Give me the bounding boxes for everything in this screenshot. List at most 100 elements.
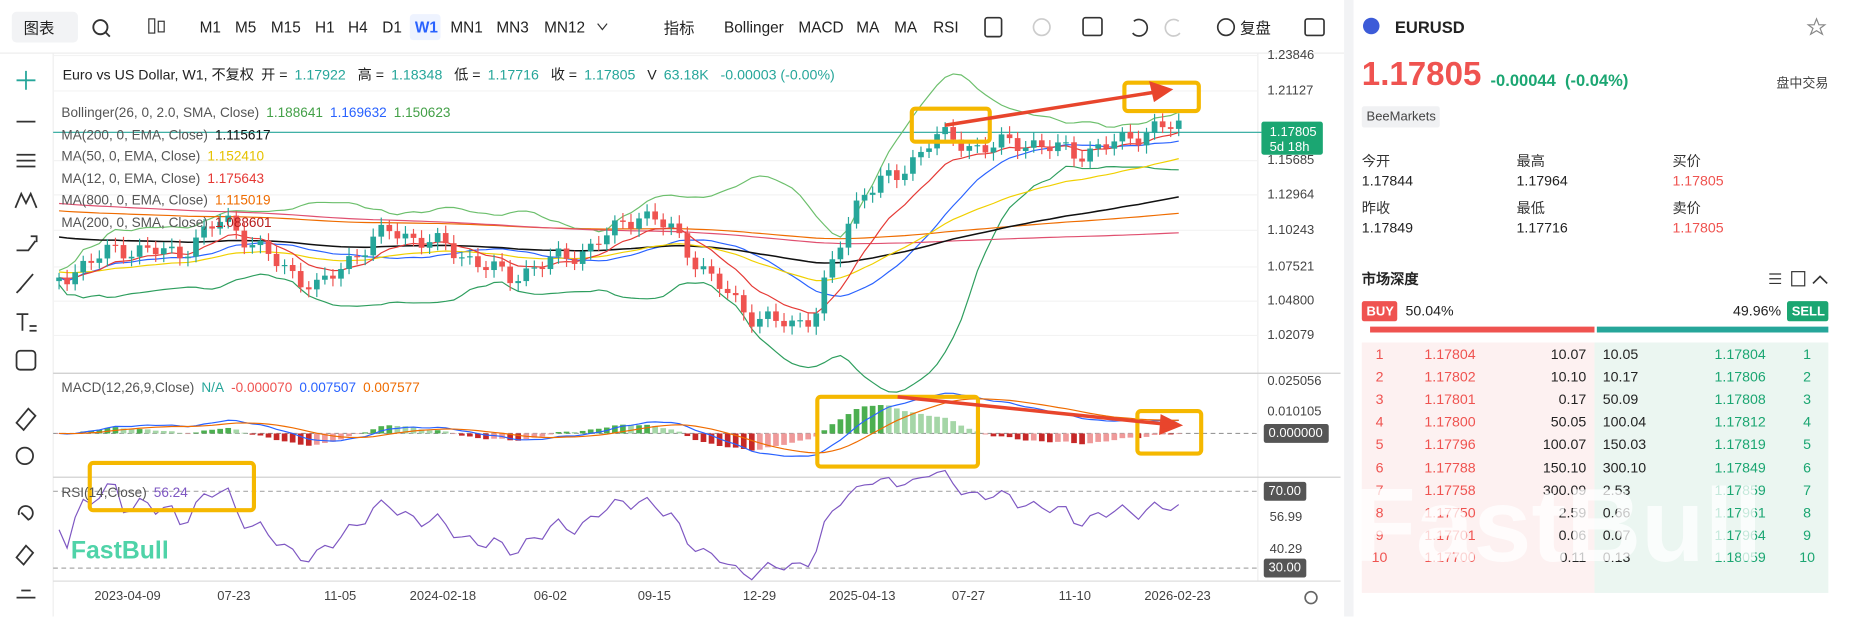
tool-zoom[interactable] [15, 446, 34, 466]
tool-brush[interactable] [15, 273, 34, 294]
stat-label: 昨收 [1361, 200, 1391, 217]
macd-label: MACD(12,26,9,Close) [61, 381, 195, 396]
macd-histogram [475, 433, 481, 439]
tool-trash[interactable] [16, 589, 36, 599]
candle-body [265, 240, 272, 254]
candle-body [378, 224, 385, 237]
replay-icon[interactable] [1216, 18, 1236, 37]
candle-body [56, 277, 62, 282]
timeframe-button[interactable]: M15 [270, 18, 301, 37]
macd-histogram [241, 432, 248, 434]
chart-menu[interactable]: 图表 [23, 19, 55, 38]
fullscreen-icon[interactable] [1304, 18, 1325, 37]
indicator-button[interactable]: MA [856, 18, 880, 37]
tool-cross[interactable] [16, 70, 36, 90]
tool-arrow[interactable] [16, 235, 38, 252]
stat-value: 1.17964 [1516, 172, 1568, 189]
settings-icon[interactable] [1304, 590, 1318, 605]
timeframe-button[interactable]: M5 [235, 18, 257, 37]
overlay-label: MA(50, 0, EMA, Close) [61, 150, 201, 165]
timeframe-button[interactable]: MN1 [450, 18, 483, 37]
macd-histogram [950, 421, 957, 434]
collapse-icon[interactable] [1812, 275, 1828, 285]
macd-histogram [152, 430, 159, 434]
bid-volume: 0.06 [1558, 526, 1587, 544]
macd-histogram [434, 430, 441, 434]
timeframe-button[interactable]: W1 [414, 18, 438, 37]
macd-histogram [571, 432, 578, 434]
tool-pencil[interactable] [15, 544, 35, 566]
candle-body [692, 257, 699, 270]
ask-volume: 100.04 [1602, 413, 1647, 431]
overlay-label: Bollinger(26, 0, 2.0, SMA, Close) [61, 106, 260, 121]
candle-body [765, 311, 771, 319]
ohlc-label: 低 = [454, 66, 481, 84]
tool-text[interactable] [16, 313, 37, 332]
candle-body [1006, 134, 1013, 139]
book-icon[interactable] [1791, 271, 1806, 287]
candle-icon[interactable] [148, 18, 156, 34]
indicators-menu[interactable]: 指标 [663, 19, 695, 38]
ask-volume: 0.13 [1602, 549, 1631, 566]
macd-histogram [998, 433, 1005, 437]
alert-icon[interactable] [1032, 18, 1051, 37]
macd-histogram [362, 432, 368, 434]
search-icon[interactable] [92, 19, 109, 36]
candle-body [233, 215, 240, 231]
chevron[interactable] [597, 23, 608, 31]
candle-body [1167, 127, 1174, 129]
price-tick-label: 1.23846 [1267, 48, 1315, 63]
replay-button[interactable]: 复盘 [1240, 19, 1271, 38]
layout-icon[interactable] [984, 16, 1003, 38]
macd-histogram [692, 433, 699, 441]
timeframe-button[interactable]: H1 [314, 18, 335, 37]
macd-histogram [845, 414, 852, 434]
macd-histogram [910, 412, 916, 434]
timeframe-button[interactable]: D1 [382, 18, 402, 37]
menu-bg[interactable] [11, 11, 78, 43]
tool-ruler[interactable] [15, 407, 37, 432]
macd-histogram [708, 433, 715, 444]
macd-histogram [918, 413, 924, 434]
tool-channel[interactable] [16, 153, 36, 168]
macd-tick-label: 0.010105 [1267, 405, 1322, 420]
candle-body [193, 237, 199, 257]
macd-histogram [225, 427, 232, 434]
ask-level: 3 [1803, 391, 1812, 408]
highlight-box [1135, 408, 1204, 456]
timeframe-button[interactable]: H4 [348, 18, 368, 37]
macd-histogram [1038, 433, 1045, 442]
timeframe-button[interactable]: M1 [199, 18, 221, 37]
candle-body [877, 175, 884, 193]
macd-histogram [442, 431, 449, 434]
undo-icon[interactable] [1132, 18, 1149, 37]
macd-histogram [1151, 433, 1158, 435]
favorite-icon[interactable] [1806, 17, 1827, 36]
tool-pattern[interactable] [14, 191, 38, 209]
redo-icon[interactable] [1164, 18, 1181, 37]
calendar-icon[interactable] [1082, 16, 1103, 37]
indicator-button[interactable]: MA [894, 18, 918, 37]
search-icon [104, 31, 111, 38]
depth-title: 市场深度 [1361, 271, 1419, 288]
bid-level: 7 [1375, 481, 1384, 498]
tool-magnet[interactable] [17, 505, 34, 521]
macd-histogram [958, 425, 965, 434]
list-icon[interactable] [1769, 273, 1782, 285]
candle-body [1055, 142, 1061, 152]
candle-body [829, 259, 836, 278]
macd-histogram [885, 405, 892, 434]
indicator-button[interactable]: Bollinger [724, 18, 784, 37]
symbol-title: Euro vs US Dollar, W1, 不复权 [62, 66, 254, 84]
ask-level: 1 [1803, 346, 1812, 363]
timeframe-button[interactable]: MN12 [544, 18, 586, 37]
macd-histogram [289, 433, 296, 443]
timeframe-button[interactable]: MN3 [496, 18, 529, 37]
indicator-button[interactable]: MACD [798, 18, 844, 37]
macd-histogram [1055, 433, 1061, 442]
macd-histogram [1087, 433, 1093, 444]
indicator-button[interactable]: RSI [933, 18, 959, 37]
trend-arrow [897, 395, 1165, 426]
macd-histogram [942, 417, 948, 434]
tool-emoji[interactable] [15, 349, 37, 371]
